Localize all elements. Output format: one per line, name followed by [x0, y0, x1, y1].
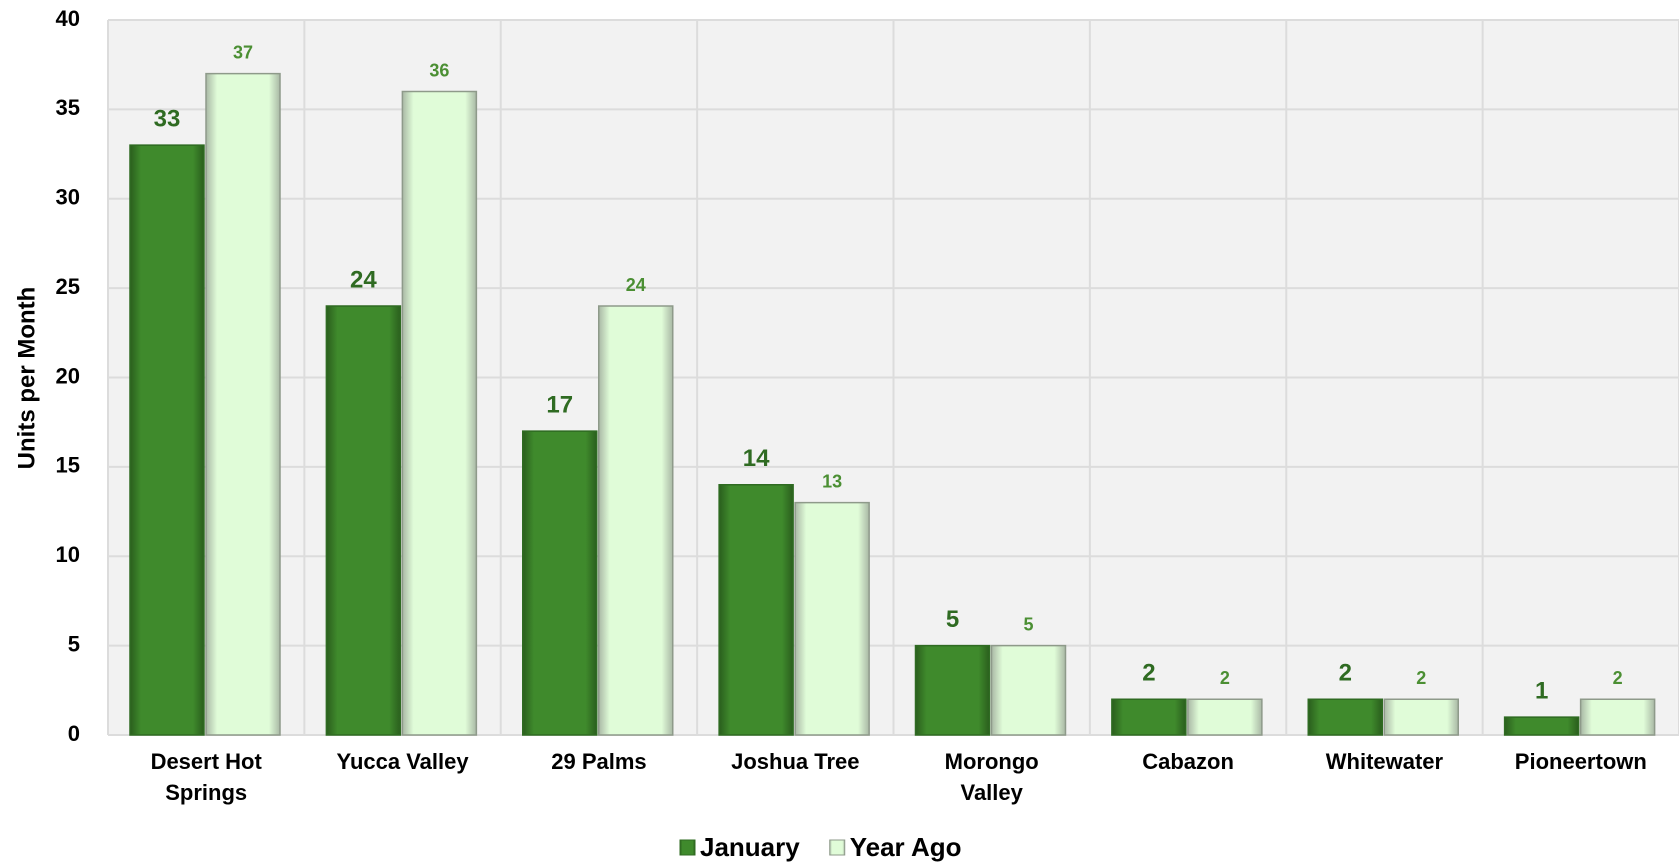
x-tick-label: Cabazon [1142, 749, 1234, 774]
bar [129, 144, 205, 736]
x-tick-line: Desert Hot [151, 749, 263, 774]
bar [325, 305, 402, 736]
y-tick-label: 25 [56, 274, 80, 299]
bar [914, 644, 991, 736]
x-tick-line: Morongo [945, 749, 1039, 774]
data-label: 2 [1220, 668, 1230, 688]
bar [1579, 698, 1656, 736]
y-tick-label: 0 [68, 721, 80, 746]
y-tick-label: 15 [56, 453, 80, 478]
legend-swatch [829, 839, 846, 856]
data-label: 17 [546, 391, 573, 418]
x-tick-line: Springs [165, 780, 247, 805]
legend-swatch [679, 839, 696, 856]
bar [794, 501, 870, 736]
legend-label: Year Ago [850, 832, 962, 862]
bar [1187, 698, 1263, 736]
data-label: 13 [822, 471, 842, 491]
bar [990, 644, 1067, 736]
y-tick-label: 5 [68, 631, 80, 656]
x-tick-label: Pioneertown [1515, 749, 1647, 774]
bar [205, 72, 281, 736]
data-label: 2 [1613, 668, 1623, 688]
bar [718, 484, 794, 736]
y-tick-label: 10 [56, 542, 80, 567]
bar [401, 90, 478, 736]
x-tick-label: Joshua Tree [731, 749, 859, 774]
data-label: 1 [1535, 677, 1548, 704]
bar [598, 305, 674, 736]
data-label: 33 [154, 105, 181, 132]
bar [522, 430, 598, 736]
data-label: 2 [1339, 660, 1352, 687]
bar [1111, 698, 1187, 736]
data-label: 24 [626, 275, 646, 295]
bar [1383, 698, 1459, 736]
bar [1503, 716, 1580, 736]
x-tick-label: Whitewater [1326, 749, 1444, 774]
bar [1307, 698, 1383, 736]
data-label: 2 [1416, 668, 1426, 688]
data-label: 37 [233, 42, 253, 62]
x-tick-label: Desert Hot Springs [151, 749, 263, 805]
x-tick-line: Valley [960, 780, 1023, 805]
y-tick-label: 20 [56, 363, 80, 388]
data-label: 5 [1023, 614, 1033, 634]
x-tick-label: 29 Palms [551, 749, 646, 774]
data-label: 36 [429, 60, 449, 80]
y-tick-label: 30 [56, 185, 80, 210]
y-tick-label: 40 [56, 6, 80, 31]
y-tick-label: 35 [56, 95, 80, 120]
data-label: 5 [946, 606, 959, 633]
data-label: 24 [350, 266, 377, 293]
x-tick-label: Yucca Valley [337, 749, 470, 774]
data-label: 14 [743, 445, 770, 472]
y-axis-title: Units per Month [13, 287, 40, 470]
x-tick-label: Morongo Valley [945, 749, 1039, 805]
legend-label: January [700, 832, 800, 862]
data-label: 2 [1142, 660, 1155, 687]
